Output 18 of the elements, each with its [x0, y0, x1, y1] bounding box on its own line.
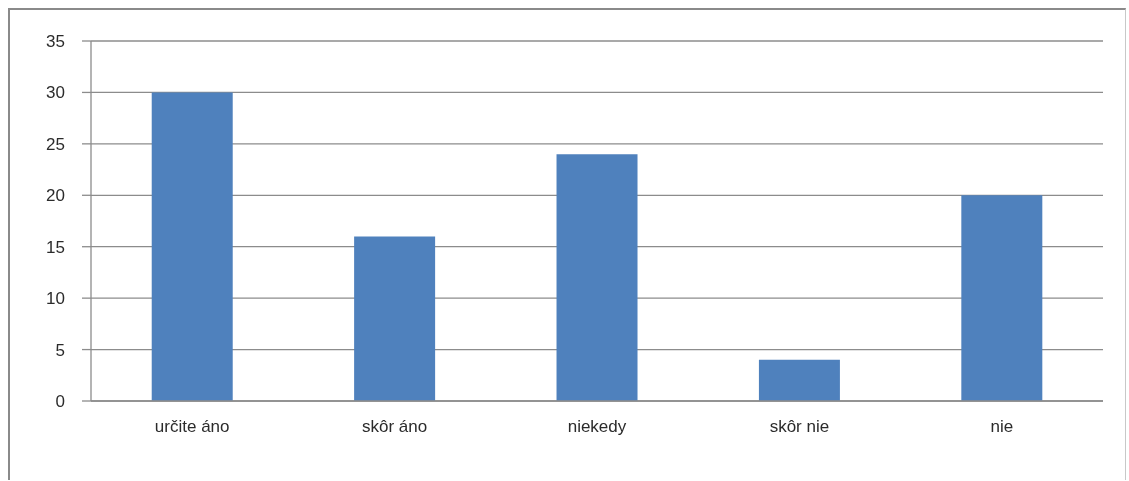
- y-tick-label: 30: [46, 83, 65, 103]
- bar: [354, 236, 436, 401]
- y-tick-label: 0: [55, 392, 65, 412]
- y-tick-label: 35: [46, 32, 65, 52]
- bar: [151, 92, 233, 401]
- x-tick-label: určite áno: [154, 417, 230, 437]
- bar: [961, 195, 1043, 401]
- x-tick-label: niekedy: [567, 417, 627, 437]
- bar: [758, 359, 840, 401]
- y-tick-label: 20: [46, 186, 65, 206]
- y-tick-label: 25: [46, 134, 65, 154]
- y-tick-label: 5: [55, 340, 65, 360]
- x-tick-label: skôr nie: [769, 417, 830, 437]
- y-tick-label: 15: [46, 237, 65, 257]
- y-tick-label: 10: [46, 289, 65, 309]
- x-tick-label: nie: [990, 417, 1014, 437]
- bar: [556, 154, 638, 401]
- x-tick-label: skôr áno: [362, 417, 428, 437]
